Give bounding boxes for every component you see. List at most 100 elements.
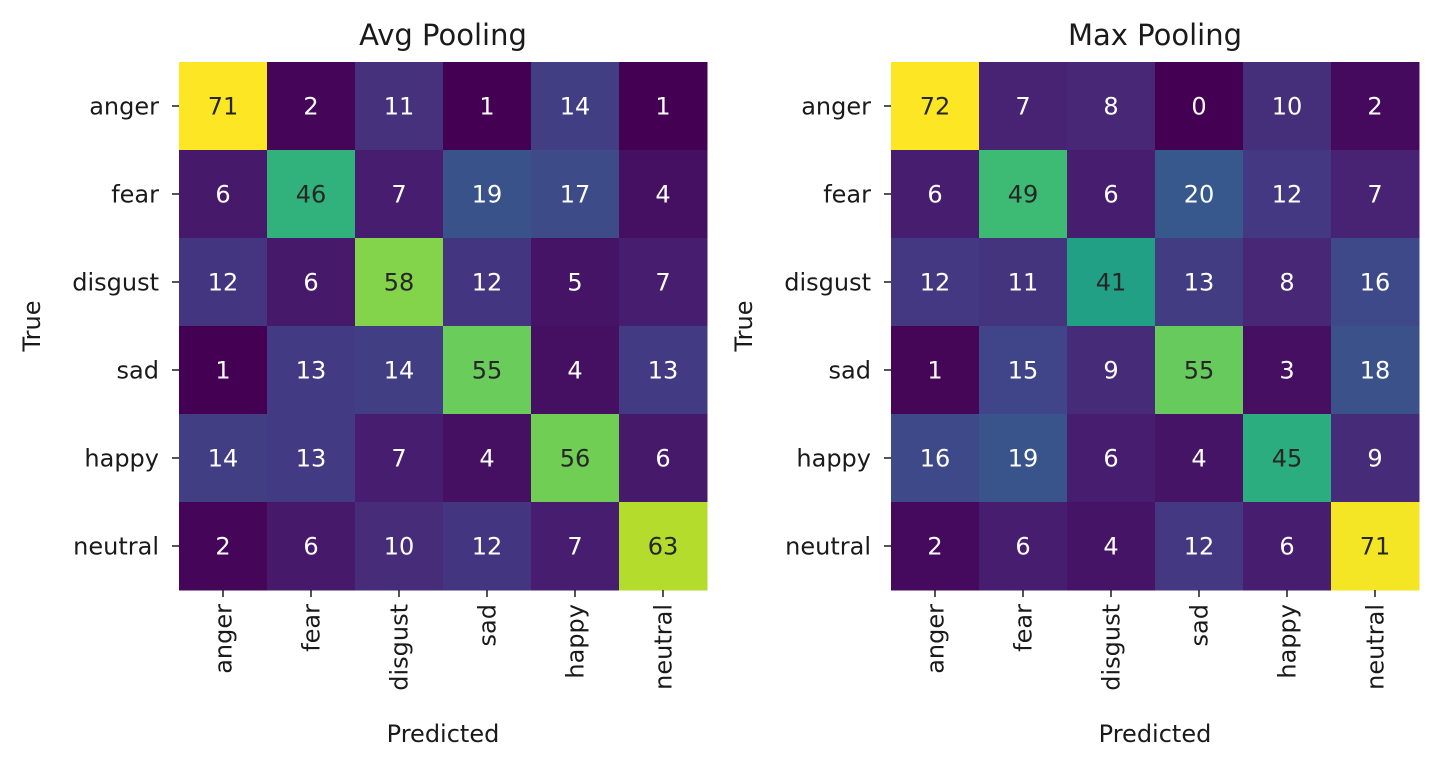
heatmap-cell: [1067, 326, 1156, 415]
cell-value-label: 2: [215, 533, 230, 561]
heatmap-cell: [1331, 326, 1420, 415]
heatmap-cell: [1331, 150, 1420, 239]
heatmap-cell: [979, 62, 1068, 151]
heatmap-cell: [179, 502, 268, 591]
cell-value-label: 14: [560, 93, 591, 121]
heatmap-cell: [1331, 414, 1420, 503]
cell-value-label: 6: [303, 533, 318, 561]
cell-value-label: 16: [1360, 269, 1391, 297]
heatmap-cell: [1331, 62, 1420, 151]
cell-value-label: 72: [920, 93, 951, 121]
x-axis-label: Predicted: [387, 720, 500, 748]
cell-value-label: 8: [1103, 93, 1118, 121]
heatmap-cell: [1155, 502, 1244, 591]
y-tick-label: happy: [796, 445, 871, 473]
heatmap-cell: [443, 502, 532, 591]
cell-value-label: 4: [1103, 533, 1118, 561]
cell-value-label: 9: [1103, 357, 1118, 385]
heatmap-cell: [1155, 238, 1244, 327]
heatmap-cell: [1331, 238, 1420, 327]
cell-value-label: 7: [391, 181, 406, 209]
heatmap-cell: [179, 150, 268, 239]
cell-value-label: 7: [391, 445, 406, 473]
x-tick-label: sad: [474, 604, 502, 646]
heatmap-cell: [531, 414, 620, 503]
cell-value-label: 4: [655, 181, 670, 209]
cell-value-label: 56: [560, 445, 591, 473]
cell-value-label: 45: [1272, 445, 1303, 473]
cell-value-label: 7: [655, 269, 670, 297]
cell-value-label: 20: [1184, 181, 1215, 209]
cell-value-label: 71: [208, 93, 239, 121]
cell-value-label: 13: [296, 357, 327, 385]
cell-value-label: 17: [560, 181, 591, 209]
cell-value-label: 13: [296, 445, 327, 473]
cell-value-label: 2: [1367, 93, 1382, 121]
cell-value-label: 6: [1279, 533, 1294, 561]
heatmap-cell: [179, 326, 268, 415]
heatmap-cell: [443, 62, 532, 151]
y-tick-label: fear: [111, 181, 159, 209]
x-tick-label: fear: [1010, 604, 1038, 652]
cell-value-label: 6: [1015, 533, 1030, 561]
heatmap-cell: [979, 150, 1068, 239]
cell-value-label: 12: [472, 269, 503, 297]
cell-value-label: 11: [384, 93, 415, 121]
heatmap-cell: [267, 326, 356, 415]
heatmap-cell: [531, 502, 620, 591]
heatmap-cell: [619, 502, 708, 591]
heatmap-cell: [1067, 414, 1156, 503]
y-tick-label: disgust: [72, 269, 159, 297]
heatmap-cell: [619, 150, 708, 239]
y-tick-label: anger: [801, 93, 871, 121]
heatmap-cell: [179, 414, 268, 503]
heatmap-cell: [891, 150, 980, 239]
heatmap-cell: [1243, 150, 1332, 239]
y-tick-label: disgust: [784, 269, 871, 297]
cell-value-label: 19: [472, 181, 503, 209]
heatmap-cell: [267, 414, 356, 503]
cell-value-label: 12: [920, 269, 951, 297]
heatmap-cell: [1067, 238, 1156, 327]
x-tick-label: sad: [1186, 604, 1214, 646]
heatmap-cell: [1331, 502, 1420, 591]
chart-title: Max Pooling: [1068, 18, 1242, 52]
cell-value-label: 12: [208, 269, 239, 297]
heatmap-cell: [267, 238, 356, 327]
y-tick-label: anger: [89, 93, 159, 121]
heatmap-cell: [891, 502, 980, 591]
cell-value-label: 12: [472, 533, 503, 561]
heatmap-cell: [1067, 150, 1156, 239]
heatmap-cell: [979, 502, 1068, 591]
heatmap-cell: [179, 238, 268, 327]
heatmap-cell: [891, 62, 980, 151]
y-tick-label: happy: [84, 445, 159, 473]
cell-value-label: 10: [384, 533, 415, 561]
heatmap-cell: [355, 414, 444, 503]
cell-value-label: 12: [1184, 533, 1215, 561]
heatmap-cell: [355, 62, 444, 151]
heatmap-cell: [1243, 502, 1332, 591]
cell-value-label: 12: [1272, 181, 1303, 209]
cell-value-label: 13: [1184, 269, 1215, 297]
heatmap-cell: [355, 150, 444, 239]
cell-value-label: 11: [1008, 269, 1039, 297]
heatmap-cell: [1155, 326, 1244, 415]
cell-value-label: 6: [655, 445, 670, 473]
cell-value-label: 6: [1103, 445, 1118, 473]
y-tick-label: sad: [829, 357, 871, 385]
x-tick-label: disgust: [1098, 604, 1126, 691]
cell-value-label: 0: [1191, 93, 1206, 121]
cell-value-label: 63: [648, 533, 679, 561]
heatmap-cell: [531, 62, 620, 151]
heatmap-cell: [443, 150, 532, 239]
heatmap-cell: [619, 414, 708, 503]
heatmap-cell: [355, 326, 444, 415]
cell-value-label: 55: [472, 357, 503, 385]
heatmap-cell: [619, 238, 708, 327]
cell-value-label: 15: [1008, 357, 1039, 385]
cell-value-label: 14: [208, 445, 239, 473]
cell-value-label: 46: [296, 181, 327, 209]
cell-value-label: 1: [655, 93, 670, 121]
